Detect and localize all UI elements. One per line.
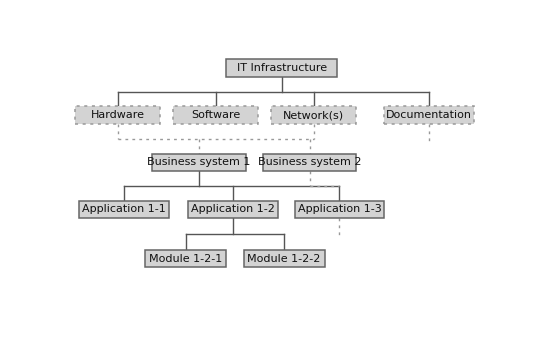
FancyBboxPatch shape [79,201,169,218]
Text: Software: Software [191,110,240,120]
FancyBboxPatch shape [146,250,227,267]
FancyBboxPatch shape [271,106,356,124]
Text: Documentation: Documentation [386,110,472,120]
Text: Network(s): Network(s) [283,110,344,120]
FancyBboxPatch shape [295,201,384,218]
FancyBboxPatch shape [227,59,337,77]
Text: Module 1-2-1: Module 1-2-1 [150,254,223,264]
Text: Application 1-1: Application 1-1 [82,204,166,214]
Text: Application 1-2: Application 1-2 [191,204,275,214]
FancyBboxPatch shape [263,154,356,171]
FancyBboxPatch shape [173,106,258,124]
Text: Application 1-3: Application 1-3 [298,204,381,214]
FancyBboxPatch shape [244,250,324,267]
FancyBboxPatch shape [188,201,278,218]
FancyBboxPatch shape [384,106,474,124]
FancyBboxPatch shape [75,106,161,124]
Text: Business system 1: Business system 1 [147,157,250,167]
Text: IT Infrastructure: IT Infrastructure [237,63,327,73]
Text: Module 1-2-2: Module 1-2-2 [248,254,321,264]
Text: Business system 2: Business system 2 [258,157,361,167]
Text: Hardware: Hardware [91,110,145,120]
FancyBboxPatch shape [152,154,246,171]
